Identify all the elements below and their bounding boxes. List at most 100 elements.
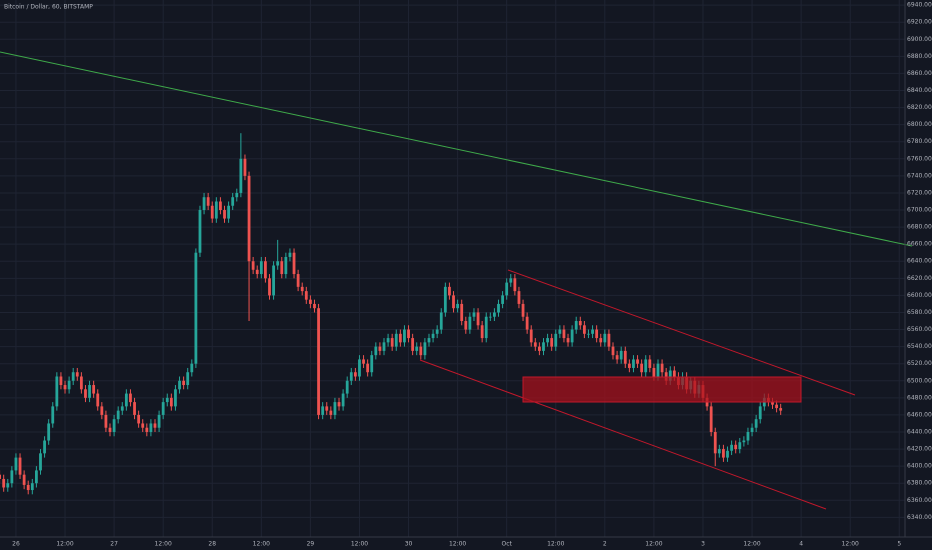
candle-body xyxy=(239,158,243,193)
candle-body xyxy=(55,376,59,407)
candle-body xyxy=(656,363,660,377)
candle-body xyxy=(390,338,394,347)
candle-body xyxy=(284,256,288,275)
candle-body xyxy=(243,158,247,176)
x-tick-label: 12:00 xyxy=(155,541,172,548)
x-tick-label: 28 xyxy=(208,541,216,548)
candle-body xyxy=(558,329,562,334)
candle-body xyxy=(67,380,71,390)
candle-body xyxy=(754,419,758,428)
candle-body xyxy=(321,406,325,415)
candle-body xyxy=(276,261,280,266)
candle-body xyxy=(206,197,210,206)
y-tick-label: 6460.00 xyxy=(907,411,932,418)
candle-body xyxy=(509,278,513,283)
candle-body xyxy=(443,286,447,313)
candle-body xyxy=(92,385,96,394)
y-tick-label: 6920.00 xyxy=(907,19,932,26)
drawings xyxy=(0,51,913,510)
candle-body xyxy=(742,440,746,443)
candle-body xyxy=(603,333,607,343)
x-tick-label: 4 xyxy=(799,541,803,548)
candle-body xyxy=(550,338,554,347)
x-tick-label: 12:00 xyxy=(743,541,760,548)
x-tick-label: 12:00 xyxy=(842,541,859,548)
candle-body xyxy=(247,175,251,262)
x-tick-label: 12:00 xyxy=(645,541,662,548)
candle-body xyxy=(730,444,734,451)
y-tick-label: 6900.00 xyxy=(907,36,932,43)
y-tick-label: 6860.00 xyxy=(907,70,932,77)
y-tick-label: 6400.00 xyxy=(907,463,932,470)
candle-body xyxy=(566,338,570,343)
candle-body xyxy=(750,427,754,432)
candle-body xyxy=(484,316,488,339)
candle-body xyxy=(570,329,574,343)
y-tick-label: 6620.00 xyxy=(907,275,932,282)
x-tick-label: 12:00 xyxy=(547,541,564,548)
candle-body xyxy=(296,274,300,287)
candle-body xyxy=(456,303,460,309)
candle-body xyxy=(370,355,374,373)
x-tick-label: 12:00 xyxy=(253,541,270,548)
candle-body xyxy=(255,269,259,275)
candle-body xyxy=(574,321,578,330)
candle-body xyxy=(403,329,406,343)
candle-body xyxy=(497,303,500,313)
candle-body xyxy=(775,404,778,409)
candle-body xyxy=(304,291,308,300)
candle-body xyxy=(43,440,46,454)
candle-body xyxy=(578,321,582,326)
candle-body xyxy=(71,372,75,381)
candle-body xyxy=(96,393,100,407)
candle-body xyxy=(505,282,509,296)
candle-body xyxy=(407,329,410,339)
chart-title: Bitcoin / Dollar, 60, BITSTAMP xyxy=(4,4,93,11)
candle-body xyxy=(362,359,365,364)
candle-body xyxy=(251,261,255,270)
candle-body xyxy=(202,197,206,211)
y-tick-label: 6820.00 xyxy=(907,104,932,111)
y-tick-label: 6840.00 xyxy=(907,87,932,94)
candle-body xyxy=(660,363,664,373)
x-tick-label: 12:00 xyxy=(351,541,368,548)
candle-body xyxy=(341,393,345,407)
candle-body xyxy=(345,380,349,394)
candle-body xyxy=(145,427,149,432)
candle-body xyxy=(174,389,177,407)
x-tick-label: 12:00 xyxy=(56,541,73,548)
y-tick-label: 6340.00 xyxy=(907,514,932,521)
y-tick-label: 6760.00 xyxy=(907,155,932,162)
candle-body xyxy=(493,312,496,317)
candle-body xyxy=(329,410,333,415)
candle-body xyxy=(358,359,361,377)
candle-body xyxy=(353,372,357,377)
candle-body xyxy=(378,346,382,351)
candle-body xyxy=(652,367,656,377)
candle-body xyxy=(141,423,145,428)
candle-body xyxy=(713,431,717,454)
candle-body xyxy=(468,316,472,330)
candle-body xyxy=(153,423,157,428)
y-tick-label: 6660.00 xyxy=(907,241,932,248)
candle-body xyxy=(640,363,644,373)
candle-body xyxy=(623,350,627,364)
candle-body xyxy=(51,406,55,424)
candle-body xyxy=(726,450,729,458)
y-tick-label: 6740.00 xyxy=(907,172,932,179)
candle-body xyxy=(88,385,91,398)
x-tick-label: 27 xyxy=(110,541,118,548)
candle-body xyxy=(460,303,464,322)
candle-body xyxy=(317,308,320,415)
candle-body xyxy=(435,329,439,334)
candle-body xyxy=(161,402,165,415)
channel-upper xyxy=(507,269,856,396)
candle-body xyxy=(214,201,218,219)
candle-body xyxy=(39,453,42,471)
candle-body xyxy=(619,350,623,360)
candle-body xyxy=(427,338,431,343)
candle-body xyxy=(2,478,6,488)
candle-body xyxy=(599,338,603,343)
candle-body xyxy=(116,410,120,420)
candle-body xyxy=(501,295,504,304)
